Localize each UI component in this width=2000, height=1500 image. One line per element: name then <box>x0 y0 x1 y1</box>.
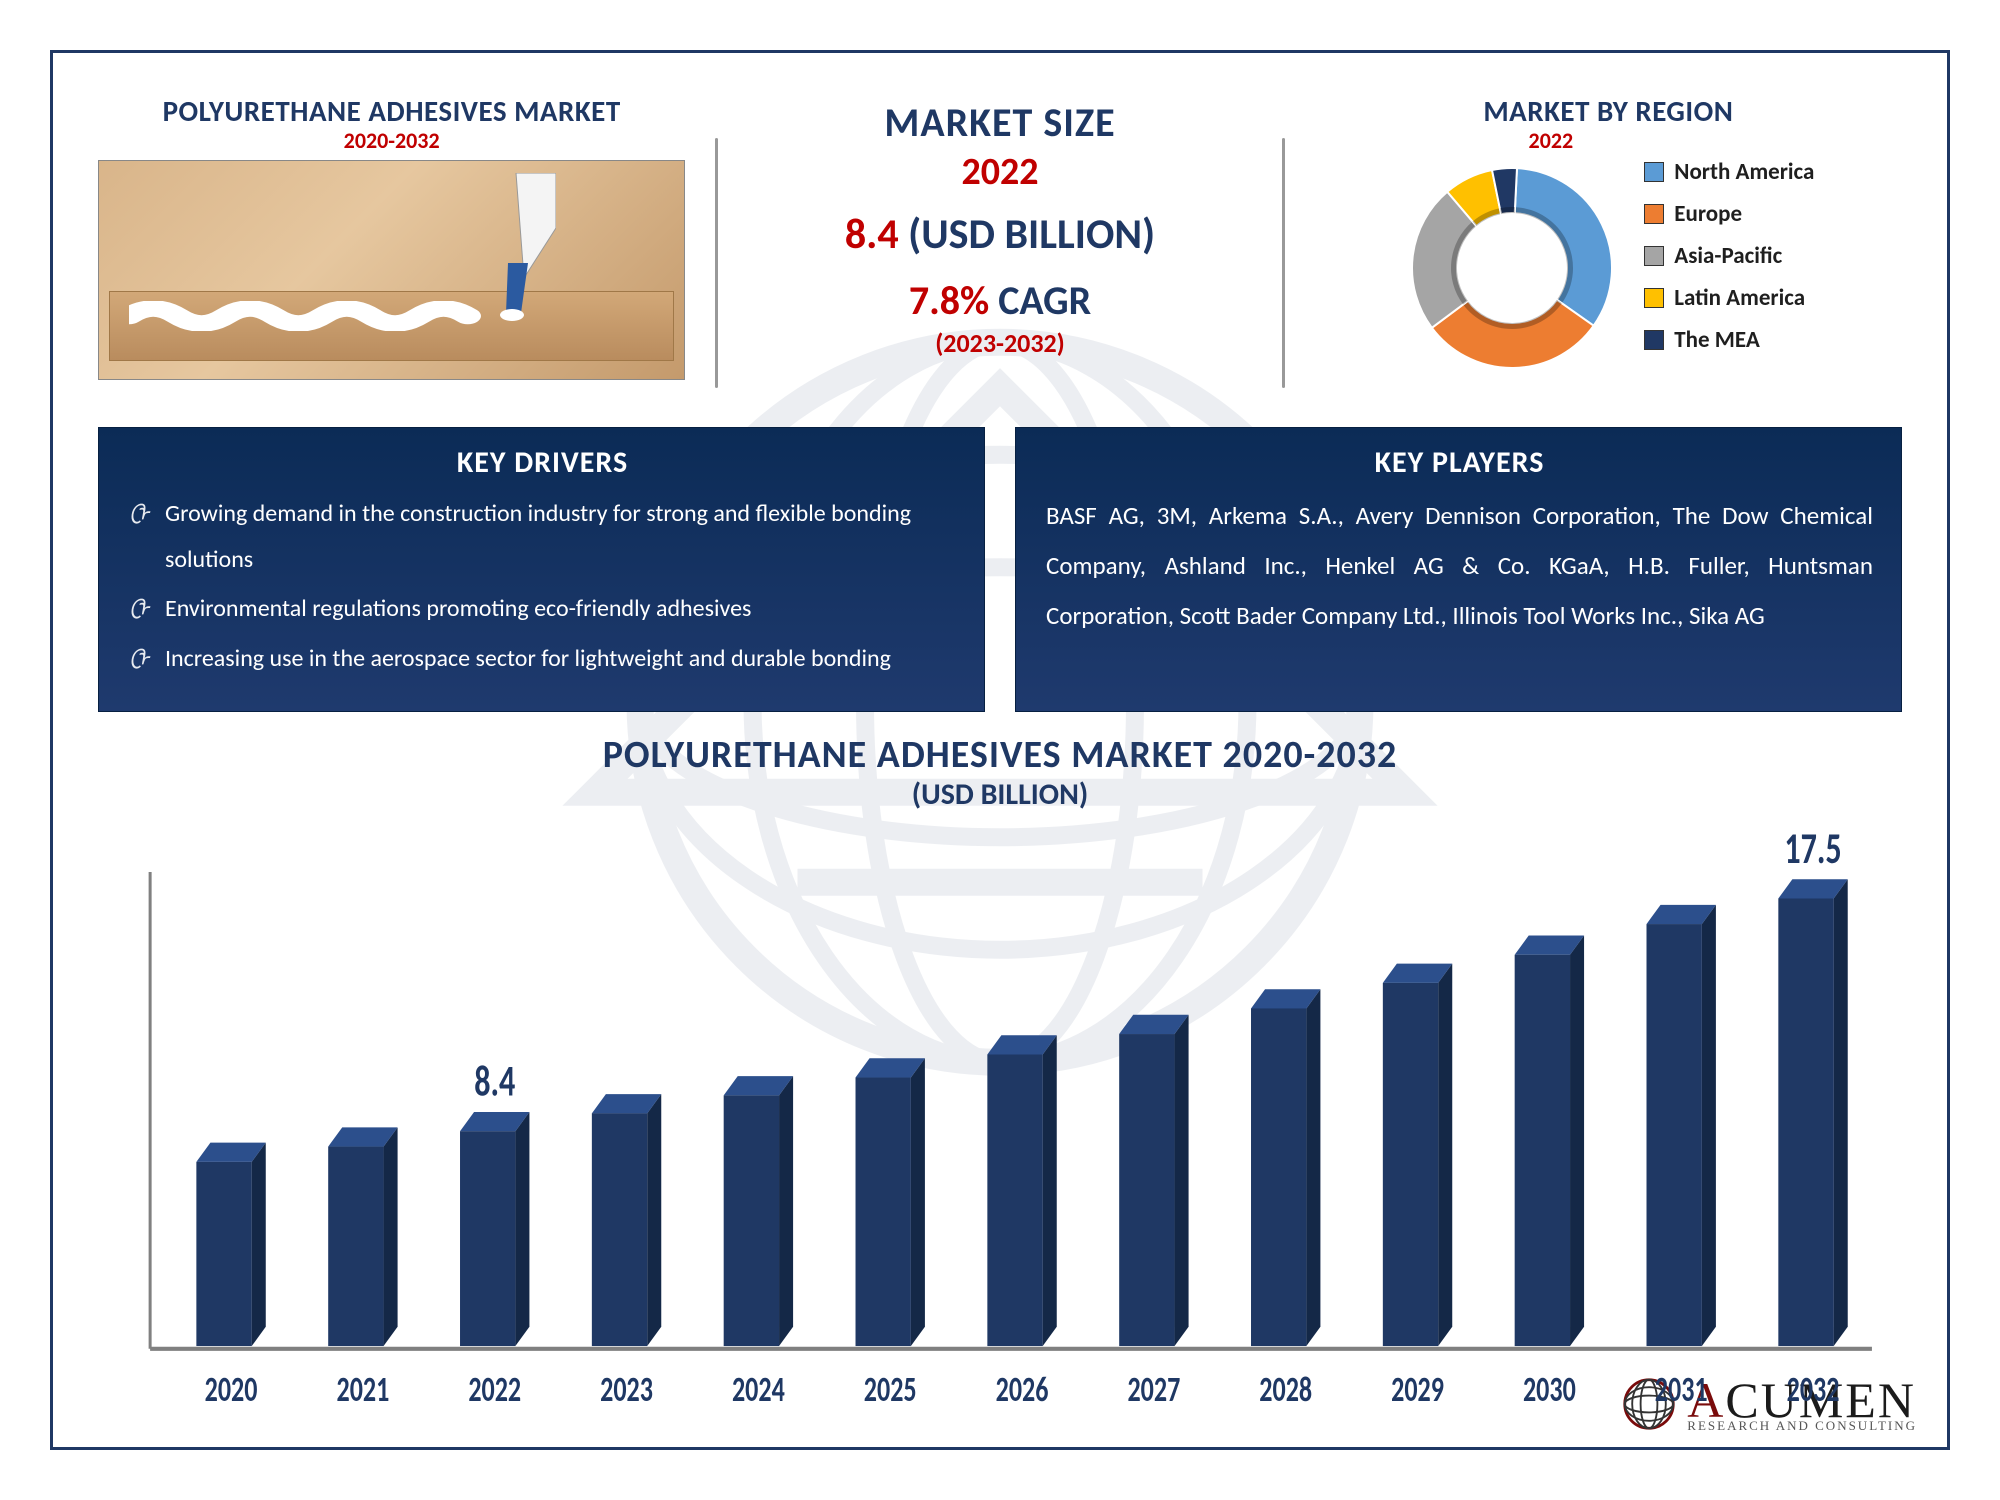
chart-subtitle: (USD BILLION) <box>98 776 1902 813</box>
svg-text:2026: 2026 <box>996 1368 1049 1411</box>
top-left-col: POLYURETHANE ADHESIVES MARKET 2020-2032 <box>98 93 685 380</box>
driver-item: ᠿIncreasing use in the aerospace sector … <box>129 636 956 682</box>
players-text: BASF AG, 3M, Arkema S.A., Avery Dennison… <box>1046 491 1873 641</box>
region-title: MARKET BY REGION <box>1483 93 1733 129</box>
svg-text:8.4: 8.4 <box>474 1055 515 1109</box>
svg-text:17.5: 17.5 <box>1784 822 1841 876</box>
legend-item: Asia-Pacific <box>1644 242 1814 270</box>
legend-item: Latin America <box>1644 284 1814 312</box>
svg-text:2024: 2024 <box>732 1368 785 1411</box>
svg-text:2030: 2030 <box>1523 1368 1576 1411</box>
market-size-col: MARKET SIZE 2022 8.4 (USD BILLION) 7.8% … <box>748 93 1251 359</box>
drivers-list: ᠿGrowing demand in the construction indu… <box>129 491 956 681</box>
market-title: POLYURETHANE ADHESIVES MARKET <box>163 93 621 129</box>
svg-text:2028: 2028 <box>1259 1368 1312 1411</box>
key-players-panel: KEY PLAYERS BASF AG, 3M, Arkema S.A., Av… <box>1015 427 1902 712</box>
region-legend: North America Europe Asia-Pacific Latin Ame… <box>1644 158 1814 354</box>
svg-text:2023: 2023 <box>600 1368 653 1411</box>
legend-item: The MEA <box>1644 326 1814 354</box>
top-row: POLYURETHANE ADHESIVES MARKET 2020-2032 <box>98 93 1902 413</box>
market-size-period: (2023-2032) <box>935 327 1065 359</box>
svg-text:2022: 2022 <box>468 1368 521 1411</box>
region-year: 2022 <box>1529 127 1574 154</box>
key-drivers-panel: KEY DRIVERS ᠿGrowing demand in the const… <box>98 427 985 712</box>
market-size-value: 8.4 (USD BILLION) <box>845 209 1155 260</box>
donut-chart <box>1402 158 1622 378</box>
hero-image <box>98 160 685 380</box>
mid-row: KEY DRIVERS ᠿGrowing demand in the const… <box>98 427 1902 712</box>
divider-2 <box>1282 138 1285 388</box>
chart-title-wrap: POLYURETHANE ADHESIVES MARKET 2020-2032 … <box>98 732 1902 813</box>
market-size-title: MARKET SIZE <box>884 98 1115 147</box>
market-years: 2020-2032 <box>344 127 440 154</box>
bar-chart: 2020 2021 2022 8.4 2023 2024 2025 2026 2027 2028 2… <box>98 817 1902 1422</box>
market-size-year: 2022 <box>961 149 1038 195</box>
market-size-cagr: 7.8% CAGR <box>909 276 1091 325</box>
svg-text:2029: 2029 <box>1391 1368 1444 1411</box>
region-col: MARKET BY REGION 2022 North America Europ… <box>1315 93 1902 378</box>
svg-text:2027: 2027 <box>1127 1368 1180 1411</box>
divider-1 <box>715 138 718 388</box>
key-players-title: KEY PLAYERS <box>1046 444 1873 481</box>
svg-text:2032: 2032 <box>1787 1368 1840 1411</box>
driver-item: ᠿGrowing demand in the construction indu… <box>129 491 956 582</box>
key-drivers-title: KEY DRIVERS <box>129 444 956 481</box>
driver-item: ᠿEnvironmental regulations promoting eco… <box>129 586 956 632</box>
svg-text:2020: 2020 <box>205 1368 258 1411</box>
svg-text:2025: 2025 <box>864 1368 917 1411</box>
legend-item: Europe <box>1644 200 1814 228</box>
svg-text:2021: 2021 <box>336 1368 389 1411</box>
chart-title: POLYURETHANE ADHESIVES MARKET 2020-2032 <box>98 732 1902 778</box>
svg-text:2031: 2031 <box>1655 1368 1708 1411</box>
legend-item: North America <box>1644 158 1814 186</box>
